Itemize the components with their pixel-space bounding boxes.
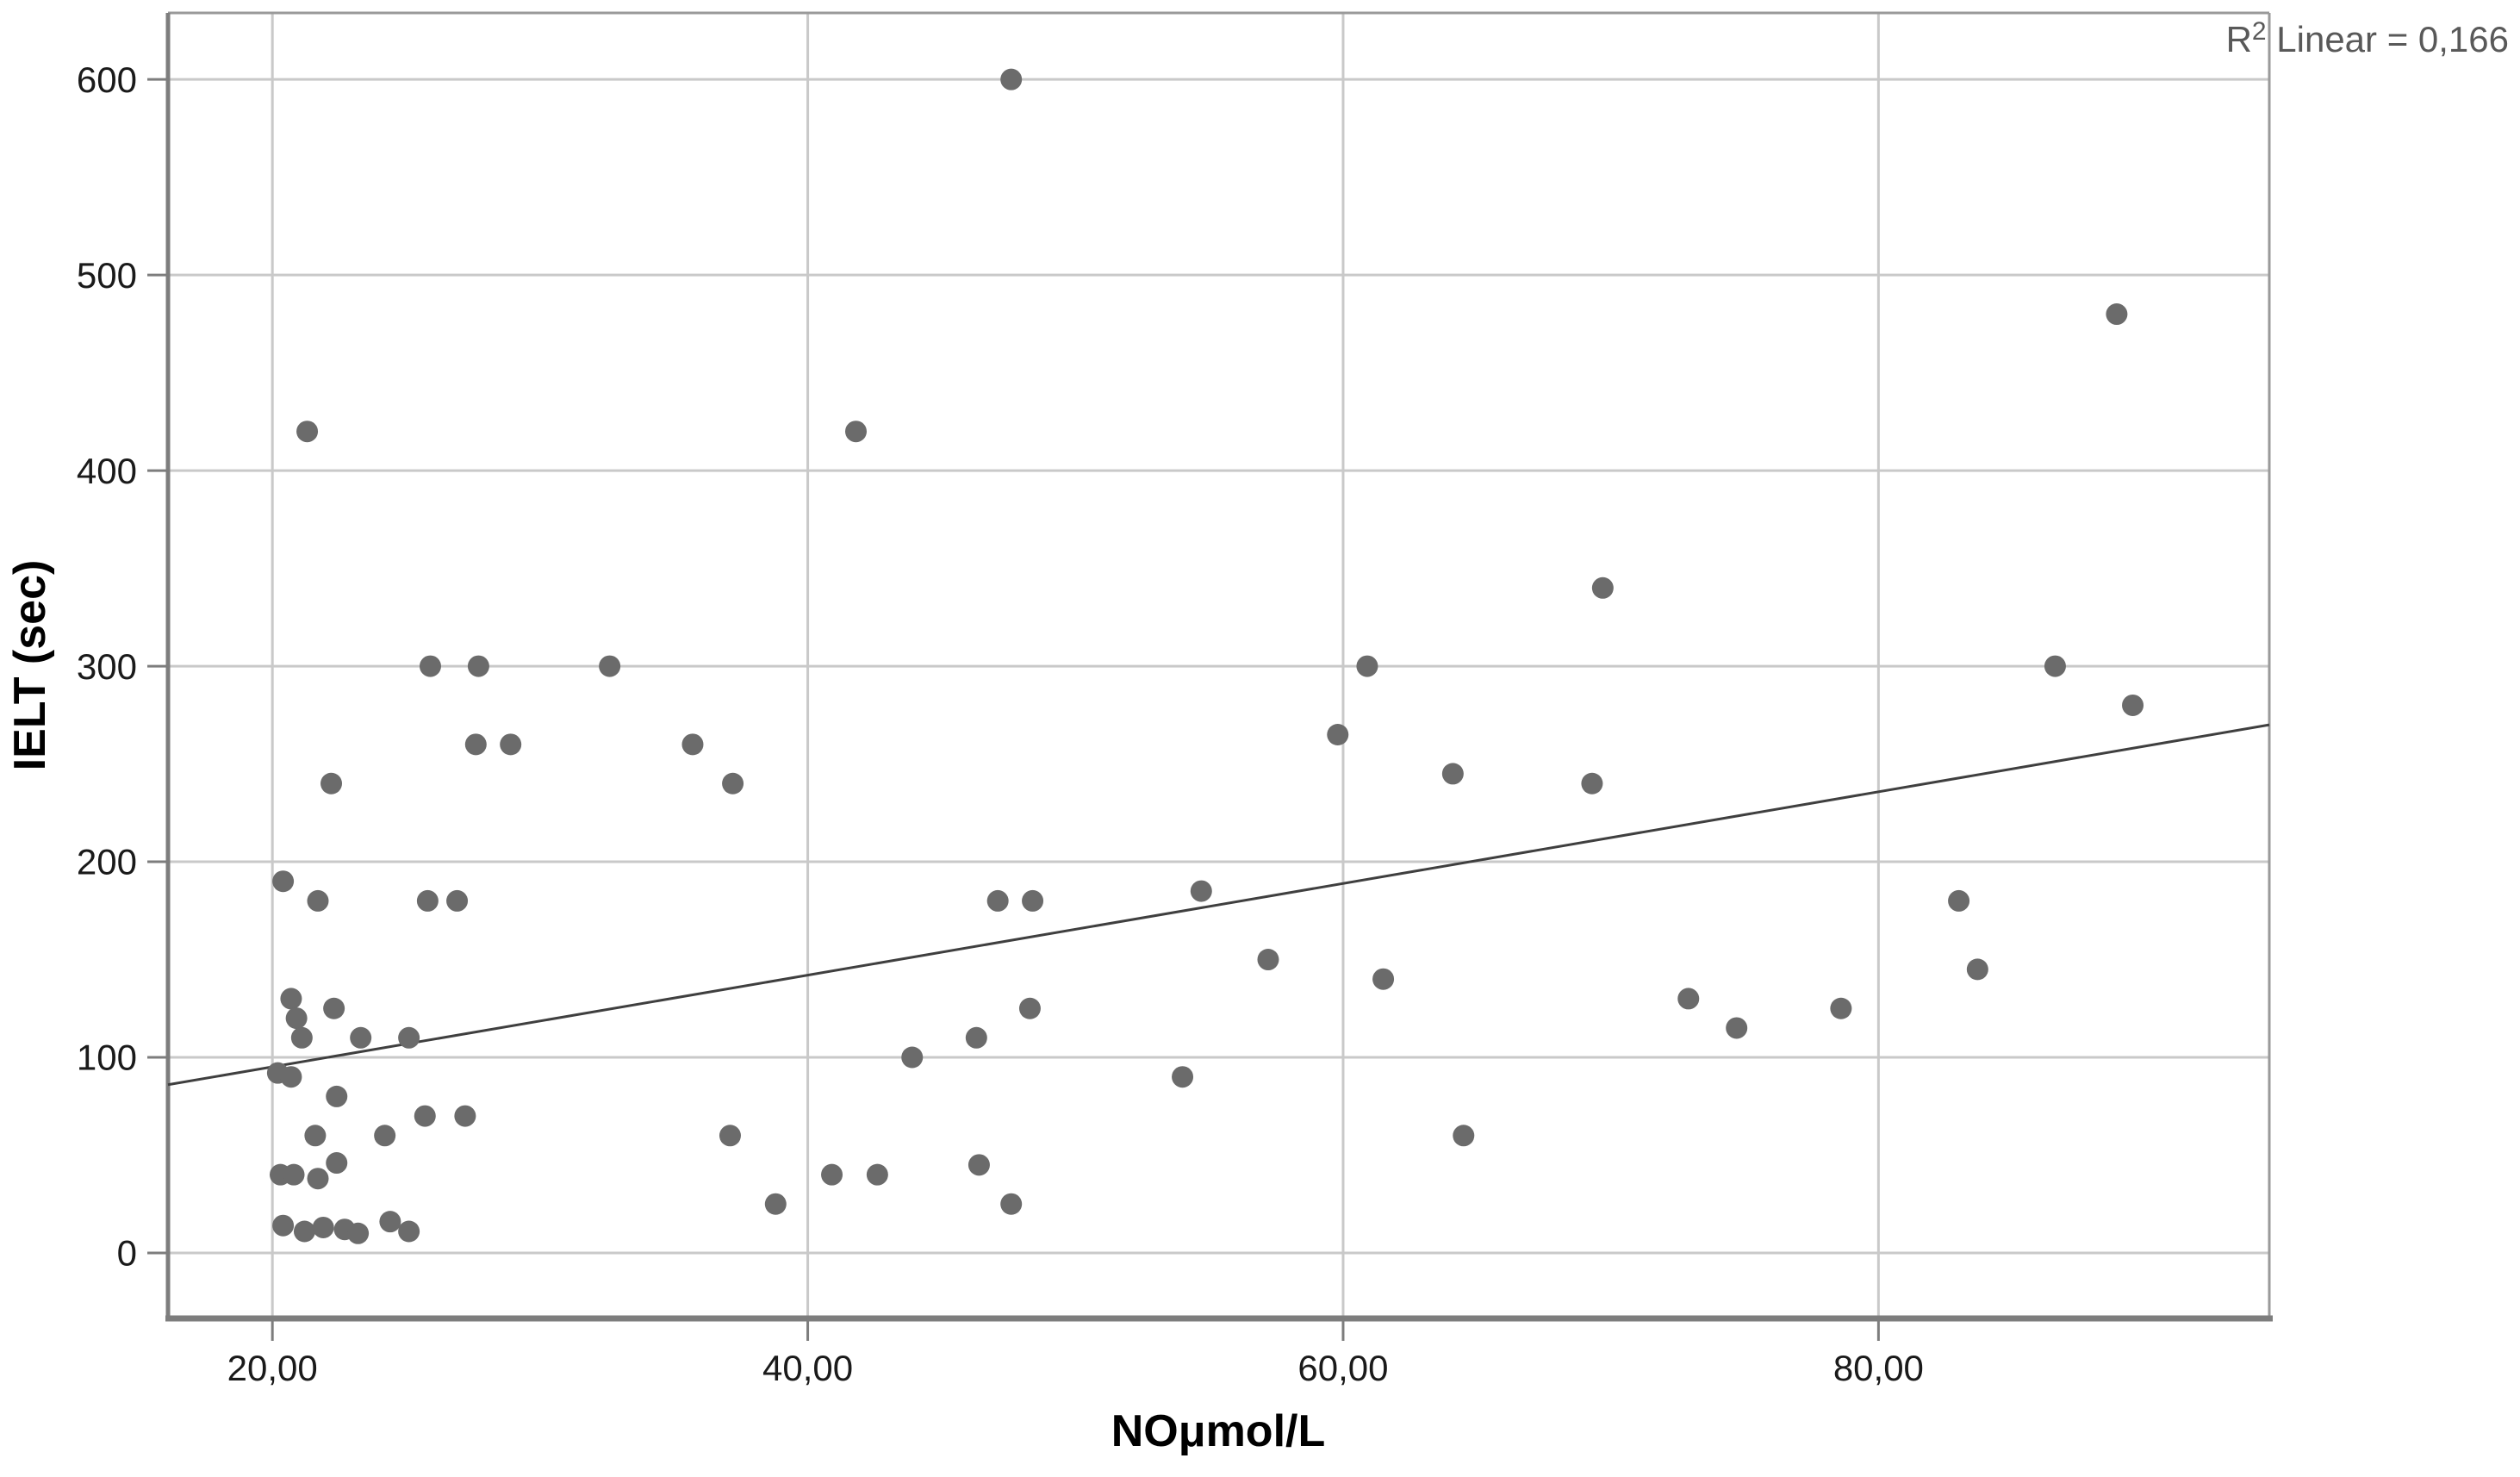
y-tick-label: 0 bbox=[117, 1233, 137, 1274]
data-point bbox=[467, 655, 489, 677]
x-tick-label: 40,00 bbox=[762, 1348, 853, 1388]
data-point bbox=[307, 1168, 329, 1190]
data-point bbox=[312, 1216, 334, 1238]
data-point bbox=[285, 1007, 308, 1030]
data-point bbox=[1726, 1017, 1748, 1039]
y-tick-label: 100 bbox=[77, 1038, 137, 1078]
y-tick-label: 300 bbox=[77, 646, 137, 687]
data-point bbox=[1257, 949, 1279, 971]
data-point bbox=[347, 1222, 370, 1244]
data-points bbox=[266, 68, 2144, 1244]
data-point bbox=[968, 1154, 990, 1176]
data-point bbox=[419, 655, 441, 677]
data-point bbox=[1441, 763, 1464, 785]
data-point bbox=[326, 1152, 348, 1175]
data-point bbox=[416, 889, 439, 912]
data-point bbox=[2044, 655, 2066, 677]
x-tick-label: 60,00 bbox=[1297, 1348, 1388, 1388]
data-point bbox=[1356, 655, 1378, 677]
axis-ticks bbox=[147, 78, 1880, 1341]
data-point bbox=[272, 870, 295, 893]
data-point bbox=[2106, 303, 2128, 326]
data-point bbox=[280, 988, 302, 1010]
data-point bbox=[398, 1026, 420, 1049]
data-point bbox=[1830, 997, 1852, 1019]
y-tick-label: 500 bbox=[77, 255, 137, 296]
data-point bbox=[1453, 1125, 1475, 1147]
data-point bbox=[1022, 889, 1044, 912]
data-point bbox=[374, 1125, 396, 1147]
data-point bbox=[722, 772, 744, 795]
data-point bbox=[307, 889, 329, 912]
r2-superscript: 2 bbox=[2252, 17, 2267, 46]
y-axis-title: IELT (sec) bbox=[5, 560, 55, 771]
data-point bbox=[1018, 997, 1041, 1019]
data-point bbox=[845, 421, 868, 443]
x-tick-label: 80,00 bbox=[1833, 1348, 1924, 1388]
x-tick-label: 20,00 bbox=[227, 1348, 318, 1388]
tick-labels: 0 100 200 300 400 500 600 20,00 40,00 60,00 80,00 bbox=[77, 59, 1924, 1388]
data-point bbox=[719, 1125, 741, 1147]
data-point bbox=[304, 1125, 327, 1147]
data-point bbox=[379, 1211, 401, 1233]
data-point bbox=[901, 1046, 924, 1069]
data-point bbox=[326, 1085, 348, 1107]
data-point bbox=[1372, 968, 1395, 990]
r2-annotation: R2 Linear = 0,166 bbox=[2226, 17, 2509, 59]
data-point bbox=[764, 1193, 787, 1215]
data-point bbox=[1000, 1193, 1023, 1215]
data-point bbox=[965, 1026, 987, 1049]
data-point bbox=[1966, 958, 1988, 981]
y-tick-label: 400 bbox=[77, 451, 137, 491]
data-point bbox=[2122, 694, 2144, 716]
data-point bbox=[464, 733, 487, 756]
data-point bbox=[1327, 724, 1349, 746]
data-point bbox=[1581, 772, 1603, 795]
r2-rest: Linear = 0,166 bbox=[2267, 19, 2509, 59]
data-point bbox=[323, 997, 345, 1019]
data-point bbox=[1591, 576, 1614, 599]
data-point bbox=[446, 889, 469, 912]
x-axis-title: NOμmol/L bbox=[1111, 1406, 1325, 1456]
data-point bbox=[1948, 889, 1970, 912]
data-point bbox=[681, 733, 704, 756]
data-point bbox=[350, 1026, 372, 1049]
fit-line bbox=[167, 723, 2270, 1087]
data-point bbox=[1172, 1066, 1194, 1088]
data-point bbox=[500, 733, 522, 756]
data-point bbox=[414, 1105, 436, 1127]
regression-line bbox=[167, 723, 2270, 1087]
data-point bbox=[821, 1163, 843, 1186]
data-point bbox=[1677, 988, 1700, 1010]
y-tick-label: 200 bbox=[77, 842, 137, 882]
data-point bbox=[398, 1220, 420, 1243]
data-point bbox=[454, 1105, 476, 1127]
data-point bbox=[283, 1163, 305, 1186]
y-tick-label: 600 bbox=[77, 59, 137, 100]
data-point bbox=[296, 421, 319, 443]
data-point bbox=[866, 1163, 888, 1186]
data-point bbox=[1000, 68, 1023, 90]
r2-prefix: R bbox=[2226, 19, 2252, 59]
data-point bbox=[599, 655, 621, 677]
data-point bbox=[280, 1066, 302, 1088]
data-point bbox=[272, 1214, 295, 1237]
data-point bbox=[290, 1026, 313, 1049]
data-point bbox=[1190, 880, 1212, 902]
data-point bbox=[986, 889, 1009, 912]
data-point bbox=[320, 772, 343, 795]
data-point bbox=[293, 1220, 315, 1243]
gridlines bbox=[168, 13, 2269, 1318]
